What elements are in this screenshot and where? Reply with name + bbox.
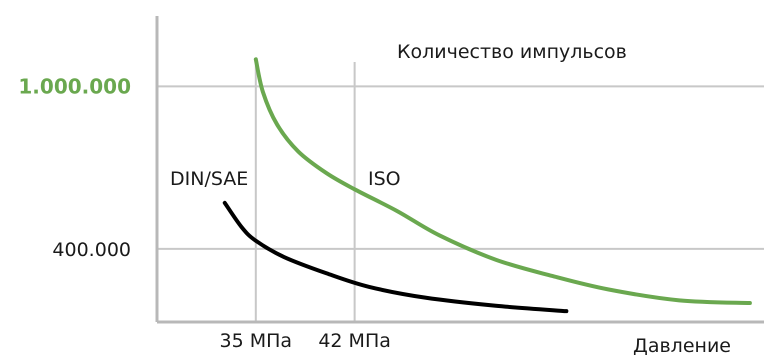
y-tick-label-1: 1.000.000 <box>18 74 131 98</box>
grid-layer <box>157 62 764 322</box>
x-axis-label: Давление <box>633 335 731 356</box>
label-layer: 400.000 1.000.000 35 МПа 42 МПа DIN/SAE ISO <box>18 74 400 352</box>
axis-title-top: Количество импульсов <box>397 41 627 63</box>
series-layer <box>222 57 752 314</box>
series-line-iso <box>253 57 752 306</box>
y-tick-label-0: 400.000 <box>52 239 131 261</box>
x-tick-label-1: 42 МПа <box>318 330 391 352</box>
series-label-din-sae: DIN/SAE <box>170 168 248 190</box>
series-line-din-sae <box>222 200 569 314</box>
series-label-iso: ISO <box>368 168 401 190</box>
x-tick-label-0: 35 МПа <box>220 330 293 352</box>
